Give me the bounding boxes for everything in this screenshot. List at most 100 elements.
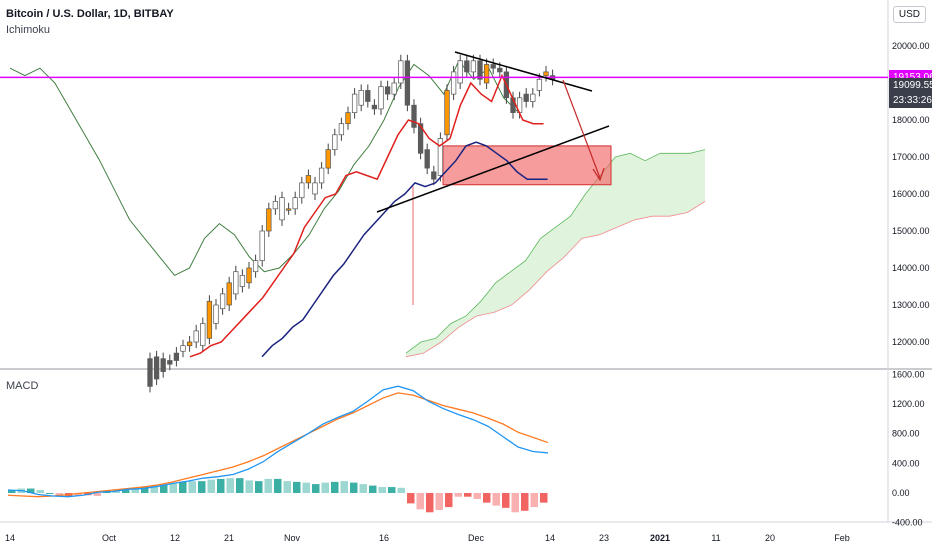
macd-histogram-bar <box>473 493 481 499</box>
time-tick-label: 16 <box>379 533 389 543</box>
price-tick-label: 12000.00 <box>892 337 930 347</box>
candle <box>213 304 219 324</box>
candle <box>523 93 529 102</box>
macd-histogram-bar <box>340 481 348 493</box>
tenkan-sen <box>189 73 544 358</box>
macd-histogram-bar <box>160 484 168 493</box>
macd-histogram-bar <box>407 493 415 504</box>
macd-tick-label: -400.00 <box>892 518 923 528</box>
macd-histogram-bar <box>388 487 396 493</box>
candle <box>200 323 206 347</box>
macd-histogram-bar <box>331 481 339 493</box>
candle <box>325 149 331 169</box>
price-tick-label: 20000.00 <box>892 41 930 51</box>
macd-histogram-bar <box>492 493 500 506</box>
candle <box>536 78 543 91</box>
candle <box>312 182 318 195</box>
macd-tick-label: 0.00 <box>892 488 910 498</box>
candle <box>153 356 160 380</box>
senkou-span-a <box>405 149 706 354</box>
last-price-label: 19099.55 <box>889 77 932 93</box>
macd-histogram-bar <box>483 493 491 503</box>
macd-histogram-bar <box>236 478 244 493</box>
candle <box>404 60 411 106</box>
price-tick-label: 15000.00 <box>892 226 930 236</box>
candle <box>186 341 193 347</box>
macd-histogram-bar <box>264 478 272 493</box>
price-tick-label: 16000.00 <box>892 189 930 199</box>
macd-tick-label: 1600.00 <box>892 369 925 379</box>
candle <box>292 197 298 210</box>
candle <box>371 104 378 110</box>
macd-histogram-bar <box>122 490 130 493</box>
macd-tick-label: 400.00 <box>892 458 920 468</box>
candle <box>173 352 180 361</box>
candle <box>252 260 259 273</box>
currency-button[interactable]: USD <box>892 6 926 23</box>
macd-histogram-bar <box>397 487 405 493</box>
macd-histogram-bar <box>369 485 377 493</box>
candle <box>384 86 391 95</box>
candle <box>266 208 272 232</box>
macd-histogram-bar <box>74 493 82 496</box>
macd-histogram-bar <box>46 493 54 494</box>
signal-line <box>7 392 549 498</box>
macd-histogram-bar <box>321 482 329 493</box>
macd-histogram-bar <box>530 493 538 508</box>
macd-histogram-bar <box>511 493 519 513</box>
macd-histogram-bar <box>8 490 16 493</box>
candle <box>332 134 338 150</box>
candle <box>437 138 444 176</box>
macd-histogram-bar <box>207 479 215 493</box>
candle <box>338 123 345 136</box>
time-tick-label: 11 <box>711 533 720 543</box>
macd-histogram-bar <box>359 484 367 493</box>
time-tick-label: 14 <box>545 533 555 543</box>
ichimoku-cloud <box>406 149 705 357</box>
countdown-label: 23:33:26 <box>889 92 932 108</box>
time-tick-label: Dec <box>468 533 485 543</box>
chikou-span <box>9 59 519 277</box>
time-tick-label: 2021 <box>650 533 670 543</box>
candle <box>246 267 252 284</box>
macd-histogram-bar <box>540 493 548 503</box>
macd-histogram-bar <box>169 483 177 493</box>
macd-histogram-bar <box>198 481 206 493</box>
macd-histogram-bar <box>521 493 529 511</box>
candle <box>464 60 470 73</box>
price-tick-label: 14000.00 <box>892 263 930 273</box>
upper-trendline <box>454 51 593 92</box>
candle <box>457 60 463 84</box>
time-tick-label: Nov <box>284 533 301 543</box>
macd-histogram-bar <box>255 481 263 493</box>
macd-histogram-bar <box>27 488 35 493</box>
time-tick-label: 12 <box>170 533 180 543</box>
macd-histogram-bar <box>426 493 434 513</box>
candle <box>358 90 364 106</box>
candle <box>365 90 371 102</box>
candle <box>450 71 457 95</box>
macd-histogram-bar <box>283 481 291 493</box>
macd-histogram-bar <box>445 493 453 508</box>
macd-tick-label: 800.00 <box>892 429 920 439</box>
candle <box>233 271 239 295</box>
candle <box>167 360 173 365</box>
macd-histogram-bar <box>245 480 253 493</box>
time-tick-label: 14 <box>5 533 15 543</box>
candle <box>378 86 384 110</box>
candle <box>477 60 483 80</box>
time-tick-label: 23 <box>599 533 609 543</box>
candle <box>299 182 305 199</box>
candle <box>345 112 351 125</box>
candle <box>272 201 279 210</box>
candle <box>279 197 285 221</box>
macd-histogram-bar <box>55 493 63 496</box>
time-tick-label: 21 <box>224 533 234 543</box>
arrow-head <box>592 167 605 182</box>
candle <box>226 282 232 306</box>
candle <box>398 60 404 84</box>
macd-histogram-bar <box>464 493 472 497</box>
candle <box>219 293 226 310</box>
macd-histogram-bar <box>131 487 139 493</box>
